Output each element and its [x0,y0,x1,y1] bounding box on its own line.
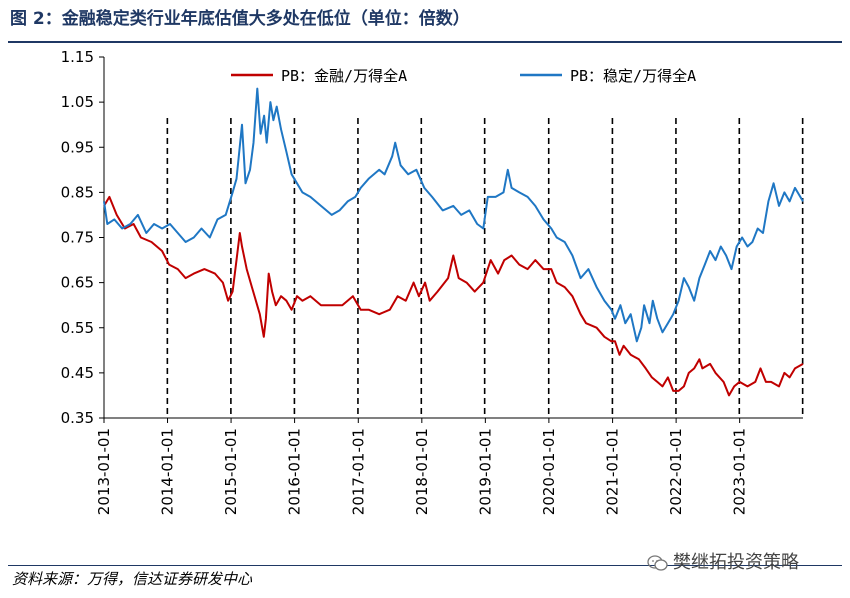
y-tick-label: 0.35 [61,409,94,427]
x-tick-label: 2019-01-01 [476,428,494,515]
series-line-finance [103,195,804,397]
series-line-stable [103,87,804,343]
y-tick-label: 0.95 [61,138,94,156]
x-tick-label: 2023-01-01 [731,428,749,515]
year-end-markers [166,118,804,418]
footer-rule [8,565,842,566]
y-tick-label: 0.75 [61,229,94,247]
watermark: 樊继拓投资策略 [647,548,799,574]
legend: PB：金融/万得全A PB：稳定/万得全A [231,67,696,85]
y-tick-label: 0.55 [61,319,94,337]
x-tick-label: 2017-01-01 [349,428,367,515]
x-tick-label: 2021-01-01 [604,428,622,515]
y-tick-label: 1.15 [61,48,94,66]
y-tick-label: 0.85 [61,183,94,201]
x-tick-label: 2022-01-01 [667,428,685,515]
chart: 1.15 1.05 0.95 0.85 0.75 0.65 0.55 0.45 0.352013… [61,48,804,515]
x-tick-label: 2016-01-01 [286,428,304,515]
legend-label: PB：稳定/万得全A [570,67,696,85]
series-lines [103,87,804,397]
watermark-text: 樊继拓投资策略 [673,552,799,573]
wechat-icon [647,555,668,571]
x-tick-label: 2020-01-01 [540,428,558,515]
legend-label: PB：金融/万得全A [281,67,407,85]
source-note: 资料来源：万得，信达证券研发中心 [12,570,253,588]
x-tick-label: 2014-01-01 [159,428,177,515]
y-tick-label: 0.65 [61,274,94,292]
x-tick-label: 2015-01-01 [222,428,240,515]
x-tick-label: 2018-01-01 [413,428,431,515]
y-tick-label: 0.45 [61,364,94,382]
title-rule [8,41,842,43]
figure-title: 图 2：金融稳定类行业年底估值大多处在低位（单位：倍数） [10,9,470,29]
x-tick-label: 2013-01-01 [95,428,113,515]
axes: 1.15 1.05 0.95 0.85 0.75 0.65 0.55 0.45 0.352013… [61,48,803,515]
y-tick-label: 1.05 [61,93,94,111]
